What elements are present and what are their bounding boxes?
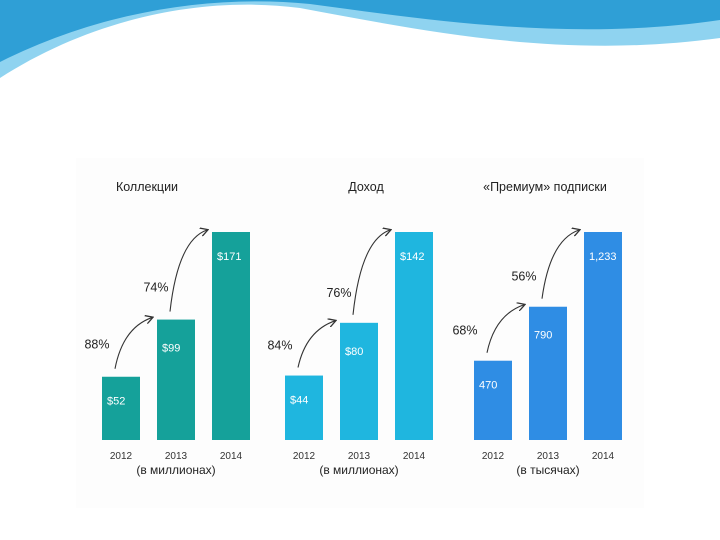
x-tick-label: 2012 (482, 451, 505, 462)
header-wave-decoration (0, 0, 720, 78)
bar (157, 319, 195, 440)
growth-arrow (486, 305, 524, 353)
growth-arrow (114, 318, 152, 369)
unit-label: (в миллионах) (136, 463, 215, 477)
bar-value-label: $52 (107, 396, 125, 408)
bar (529, 306, 567, 440)
growth-label: 74% (143, 281, 168, 295)
bar-value-label: 470 (479, 380, 497, 392)
growth-label: 84% (267, 339, 292, 353)
bar (395, 232, 433, 440)
growth-label: 76% (326, 286, 351, 300)
bar-value-label: $142 (400, 251, 424, 263)
bar-value-label: $99 (162, 343, 180, 355)
bar-value-label: $80 (345, 346, 363, 358)
growth-arrow (169, 230, 207, 312)
bar (340, 322, 378, 440)
x-tick-label: 2013 (537, 451, 560, 462)
x-tick-label: 2013 (348, 451, 371, 462)
chart-title: «Премиум» подписки (483, 180, 607, 194)
bar (584, 232, 622, 440)
x-tick-label: 2014 (403, 451, 426, 462)
x-tick-label: 2014 (220, 451, 243, 462)
growth-arrow (541, 230, 579, 299)
bar-charts: Коллекции $52 2012 $99 2013 $171 2014 (в миллио… (84, 180, 622, 477)
bar-value-label: $44 (290, 395, 308, 407)
bar (474, 360, 512, 440)
x-tick-label: 2012 (110, 451, 133, 462)
x-tick-label: 2012 (293, 451, 316, 462)
growth-arrow (297, 321, 335, 368)
bar-value-label: 1,233 (589, 251, 617, 263)
growth-label: 68% (452, 324, 477, 338)
charts-panel: Коллекции $52 2012 $99 2013 $171 2014 (в миллио… (76, 158, 644, 508)
x-tick-label: 2014 (592, 451, 615, 462)
bar-value-label: 790 (534, 330, 552, 342)
bar (212, 232, 250, 440)
unit-label: (в тысячах) (516, 463, 579, 477)
growth-label: 56% (511, 270, 536, 284)
unit-label: (в миллионах) (319, 463, 398, 477)
growth-label: 88% (84, 338, 109, 352)
chart-title: Коллекции (116, 180, 178, 194)
bar (285, 375, 323, 440)
bar (102, 376, 140, 440)
bar-value-label: $171 (217, 251, 241, 263)
chart-title: Доход (348, 180, 384, 194)
x-tick-label: 2013 (165, 451, 188, 462)
growth-arrow (352, 230, 390, 315)
